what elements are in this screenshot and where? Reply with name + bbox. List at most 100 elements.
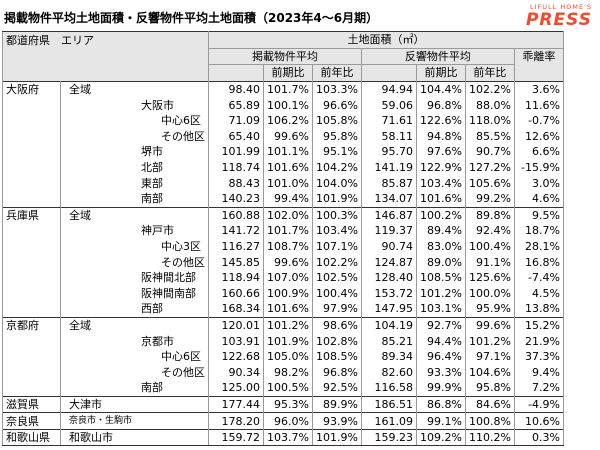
- listed-qoq-cell: 95.3%: [263, 395, 313, 413]
- listed-value-cell: 141.72: [208, 223, 264, 239]
- pref-cell: [2, 238, 61, 255]
- listed-yoy-cell: 108.5%: [312, 348, 362, 365]
- response-yoy-cell: 99.6%: [464, 316, 515, 334]
- response-value-cell: 119.37: [360, 223, 417, 239]
- listed-yoy-cell: 93.9%: [312, 412, 362, 430]
- listed-yoy-cell: 101.9%: [312, 428, 362, 447]
- response-yoy-cell: 127.2%: [464, 159, 515, 176]
- pref-cell: [2, 254, 61, 270]
- listed-qoq-cell: 106.2%: [263, 112, 313, 129]
- divergence-cell: 4.5%: [513, 285, 564, 302]
- listed-qoq-cell: 101.9%: [263, 333, 313, 349]
- response-qoq-cell: 94.4%: [415, 333, 466, 349]
- response-yoy-cell: 95.9%: [464, 301, 515, 318]
- area-cell: 北部: [60, 159, 209, 176]
- table-row: 滋賀県 大津市 177.44 95.3% 89.9% 186.51 86.8% 84.6% -4…: [2, 395, 564, 413]
- table-row: 京都府 全域 120.01 101.2% 98.6% 104.19 92.7% 99.6% 15…: [2, 316, 564, 334]
- land-area-header: 土地面積（㎡）: [208, 31, 564, 49]
- listed-qoq-cell: 101.2%: [263, 316, 313, 334]
- listed-qoq-cell: 102.0%: [263, 206, 313, 224]
- listed-qoq-cell: 101.7%: [263, 223, 313, 239]
- divergence-cell: 7.2%: [513, 380, 564, 397]
- response-yoy-cell: 89.8%: [464, 206, 515, 224]
- table-row: 中心3区 116.27 108.7% 107.1% 90.74 83.0% 100.4% 28…: [2, 238, 564, 255]
- pref-cell: 大阪府: [2, 80, 61, 98]
- area-cell: 堺市: [60, 144, 209, 160]
- response-yoy-cell: 118.0%: [464, 112, 515, 129]
- listed-value-cell: 90.34: [208, 364, 264, 381]
- listed-qoq-cell: 105.0%: [263, 348, 313, 365]
- response-qoq-cell: 108.5%: [415, 269, 466, 286]
- divergence-cell: 10.6%: [513, 412, 564, 430]
- response-qoq-cell: 109.2%: [415, 428, 466, 447]
- listed-value-cell: 65.89: [208, 97, 264, 113]
- header-row-2: 掲載物件平均 反響物件平均 乖離率: [2, 47, 564, 65]
- listed-value-cell: 118.74: [208, 159, 264, 176]
- listed-header: 掲載物件平均: [208, 47, 362, 65]
- response-qoq-header: 前期比: [415, 64, 466, 82]
- area-cell: 中心3区: [60, 238, 209, 255]
- response-header: 反響物件平均: [360, 47, 515, 65]
- listed-qoq-cell: 99.6%: [263, 128, 313, 145]
- brand-logo-main: PRESS: [525, 9, 592, 30]
- listed-yoy-cell: 97.9%: [312, 301, 362, 318]
- listed-value-cell: 65.40: [208, 128, 264, 145]
- pref-cell: 兵庫県: [2, 206, 61, 224]
- divergence-cell: 15.2%: [513, 316, 564, 334]
- area-cell: 阪神間北部: [60, 269, 209, 286]
- table-row: 北部 118.74 101.6% 104.2% 141.19 122.9% 127.2% -1…: [2, 159, 564, 176]
- divergence-cell: 6.6%: [513, 144, 564, 160]
- listed-yoy-cell: 105.8%: [312, 112, 362, 129]
- response-qoq-cell: 103.1%: [415, 301, 466, 318]
- pref-cell: [2, 380, 61, 397]
- response-value-cell: 82.60: [360, 364, 417, 381]
- table-row: 南部 125.00 100.5% 92.5% 116.58 99.9% 95.8% 7.2%: [2, 380, 564, 397]
- response-yoy-cell: 100.8%: [464, 412, 515, 430]
- divergence-cell: 13.8%: [513, 301, 564, 318]
- listed-value-cell: 159.72: [208, 428, 264, 447]
- page-title: 掲載物件平均土地面積・反響物件平均土地面積（2023年4～6月期）: [4, 11, 379, 25]
- area-cell: その他区: [60, 254, 209, 270]
- listed-value-cell: 168.34: [208, 301, 264, 318]
- listed-yoy-cell: 100.4%: [312, 285, 362, 302]
- divergence-cell: -15.9%: [513, 159, 564, 176]
- response-qoq-cell: 89.0%: [415, 254, 466, 270]
- response-qoq-cell: 99.9%: [415, 380, 466, 397]
- area-cell: その他区: [60, 364, 209, 381]
- divergence-header-spacer: [513, 64, 564, 82]
- table-row: 西部 168.34 101.6% 97.9% 147.95 103.1% 95.9% 13.8…: [2, 301, 564, 318]
- header-row-1: 都道府県 エリア 土地面積（㎡）: [2, 31, 564, 49]
- listed-yoy-cell: 104.2%: [312, 159, 362, 176]
- response-value-cell: 90.74: [360, 238, 417, 255]
- divergence-cell: 3.6%: [513, 80, 564, 98]
- pref-cell: 滋賀県: [2, 395, 61, 413]
- divergence-cell: 9.5%: [513, 206, 564, 224]
- pref-cell: [2, 190, 61, 208]
- area-cell: 大阪市: [60, 97, 209, 113]
- pref-cell: [2, 333, 61, 349]
- listed-qoq-cell: 100.1%: [263, 97, 313, 113]
- region-header-spacer: [2, 48, 209, 65]
- listed-yoy-cell: 92.5%: [312, 380, 362, 397]
- brand-logo: LIFULL HOME'S PRESS: [526, 4, 592, 29]
- response-yoy-cell: 95.8%: [464, 380, 515, 397]
- listed-value-cell: 177.44: [208, 395, 264, 413]
- response-qoq-cell: 89.4%: [415, 223, 466, 239]
- listed-qoq-cell: 101.1%: [263, 144, 313, 160]
- area-cell: 大津市: [60, 395, 209, 413]
- table-row: 南部 140.23 99.4% 101.9% 134.07 101.6% 99.2% 4.6%: [2, 190, 564, 208]
- area-cell: 中心6区: [60, 348, 209, 365]
- pref-cell: [2, 285, 61, 302]
- response-value-cell: 146.87: [360, 206, 417, 224]
- table-row: 奈良県 奈良市・生駒市 178.20 96.0% 93.9% 161.09 99.1% 100…: [2, 412, 564, 430]
- listed-value-cell: 88.43: [208, 175, 264, 191]
- pref-cell: [2, 269, 61, 286]
- response-yoy-cell: 84.6%: [464, 395, 515, 413]
- table-row: 中心6区 122.68 105.0% 108.5% 89.34 96.4% 97.1% 37.…: [2, 348, 564, 365]
- area-cell: 全域: [60, 80, 209, 98]
- response-yoy-cell: 110.2%: [464, 428, 515, 447]
- listed-value-cell: 101.99: [208, 144, 264, 160]
- listed-value-cell: 160.66: [208, 285, 264, 302]
- area-cell: 全域: [60, 206, 209, 224]
- listed-qoq-cell: 100.9%: [263, 285, 313, 302]
